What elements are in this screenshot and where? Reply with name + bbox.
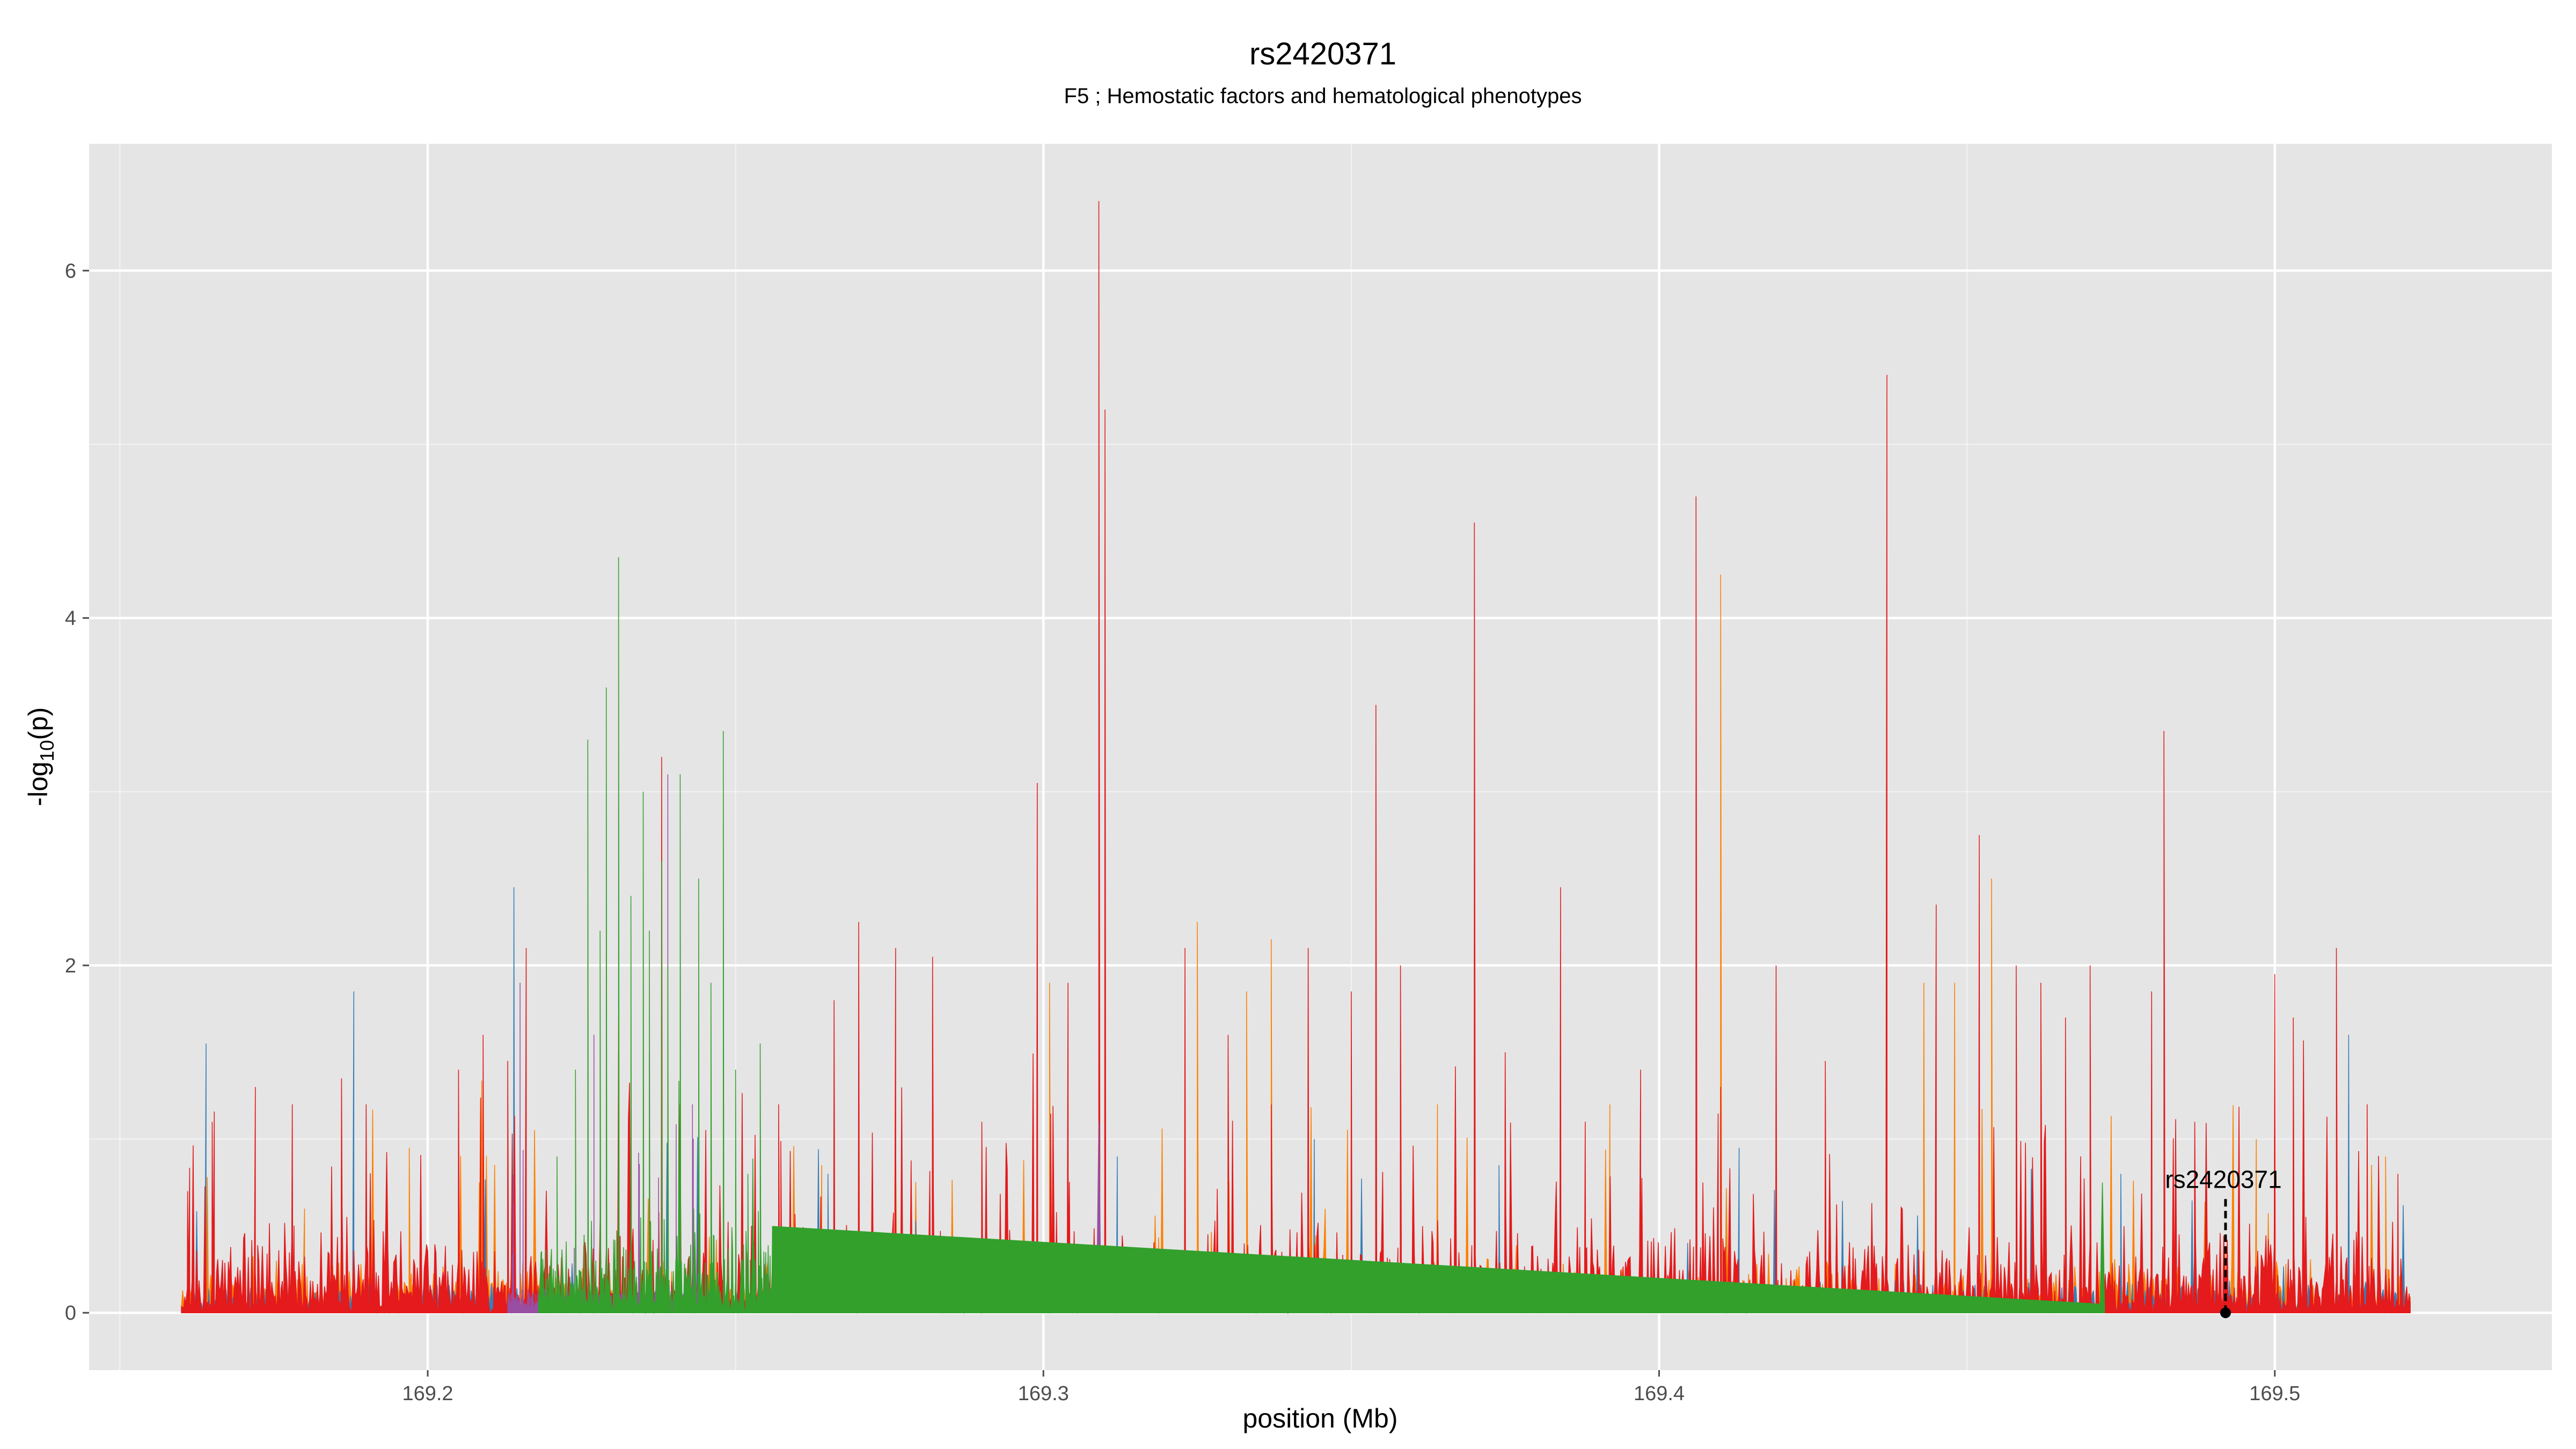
annotation-label: rs2420371: [2165, 1165, 2281, 1193]
x-tick-label: 169.4: [1634, 1382, 1685, 1405]
series-area-3: [538, 557, 2105, 1313]
chart-subtitle: F5 ; Hemostatic factors and hematologica…: [1064, 84, 1582, 108]
y-tick-label: 2: [65, 955, 76, 977]
y-tick-label: 4: [65, 608, 76, 630]
y-axis-title-suffix: (p): [23, 707, 53, 740]
x-tick-label: 169.3: [1018, 1382, 1069, 1405]
plot-panel: [89, 144, 2552, 1370]
y-axis-title-prefix: -log: [23, 762, 53, 806]
chart-title: rs2420371: [1249, 36, 1396, 71]
y-tick-label: 6: [65, 260, 76, 282]
data-area: [181, 201, 2411, 1315]
y-tick-label: 0: [65, 1302, 76, 1324]
x-tick-label: 169.2: [402, 1382, 453, 1405]
annotation-point: [2220, 1307, 2231, 1319]
x-axis-title: position (Mb): [1243, 1403, 1398, 1433]
x-tick-label: 169.5: [2249, 1382, 2300, 1405]
y-axis-title-subscript: 10: [36, 740, 58, 762]
axis-ticks: 169.2 169.3 169.4 169.5 0 2 4 6: [65, 260, 2300, 1405]
annotation: rs2420371: [2165, 1165, 2282, 1319]
y-axis-title: -log10(p): [23, 707, 58, 807]
